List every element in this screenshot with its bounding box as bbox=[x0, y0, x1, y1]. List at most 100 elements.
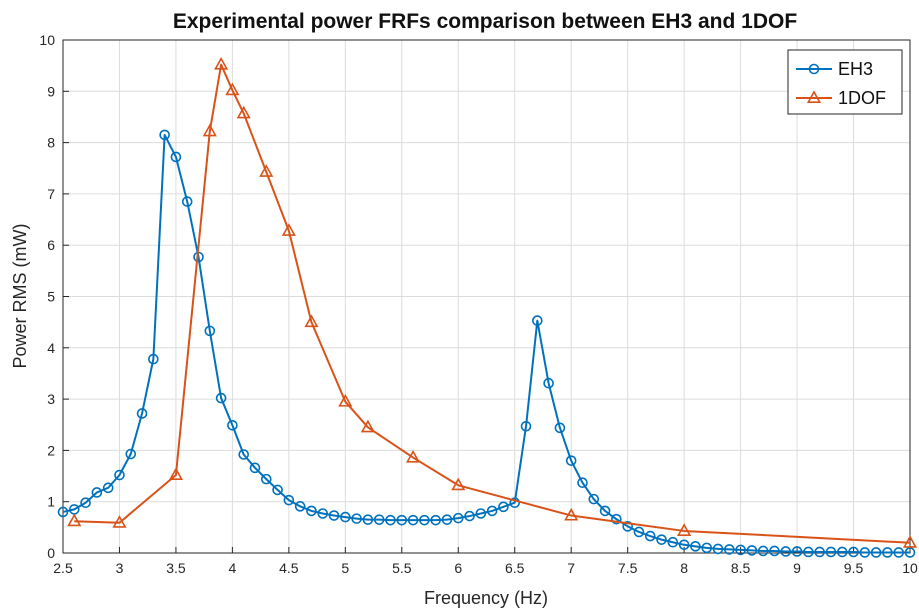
series-layer bbox=[57, 56, 918, 558]
series-eh3-point bbox=[260, 473, 272, 485]
series-1dof-point bbox=[406, 449, 421, 463]
series-eh3-point bbox=[870, 547, 882, 558]
series-eh3-point bbox=[148, 353, 159, 365]
series-eh3-point bbox=[690, 541, 701, 552]
series-eh3-point bbox=[272, 484, 283, 496]
series-eh3-point bbox=[757, 545, 769, 557]
series-1dof-point bbox=[214, 56, 229, 70]
y-tick-label: 7 bbox=[47, 186, 55, 202]
y-tick-label: 10 bbox=[39, 32, 55, 48]
x-tick-label: 8.5 bbox=[731, 560, 751, 576]
series-eh3-point bbox=[498, 501, 509, 513]
y-tick-label: 4 bbox=[47, 340, 55, 356]
chart-title: Experimental power FRFs comparison betwe… bbox=[173, 10, 797, 33]
series-eh3-point bbox=[780, 546, 792, 557]
series-eh3-point bbox=[565, 455, 577, 466]
series-eh3-point bbox=[712, 543, 724, 555]
series-1dof-point bbox=[902, 535, 918, 548]
series-eh3-point bbox=[464, 510, 475, 522]
series-eh3-point bbox=[385, 514, 396, 526]
series-1dof-point bbox=[168, 467, 183, 481]
series-eh3-point bbox=[452, 512, 464, 524]
series-1dof bbox=[67, 56, 918, 548]
x-tick-label: 6 bbox=[454, 560, 462, 576]
series-eh3-point bbox=[588, 493, 600, 505]
series-1dof-point bbox=[112, 515, 127, 528]
series-eh3-point bbox=[294, 501, 306, 512]
x-tick-label: 5.5 bbox=[392, 560, 412, 576]
series-eh3-point bbox=[656, 534, 667, 545]
series-eh3-point bbox=[215, 392, 227, 404]
legend-1dof-label: 1DOF bbox=[838, 88, 886, 108]
series-eh3-point bbox=[791, 546, 803, 557]
series-eh3-point bbox=[125, 448, 137, 460]
legend: EH3 1DOF bbox=[787, 49, 903, 115]
series-eh3-point bbox=[204, 325, 216, 337]
series-eh3-point bbox=[667, 536, 679, 548]
y-axis-ticks: 0 1 2 3 4 5 6 7 8 9 10 bbox=[39, 32, 69, 561]
series-eh3-point bbox=[678, 539, 690, 551]
series-eh3-point bbox=[633, 526, 645, 538]
x-tick-label: 8 bbox=[680, 560, 688, 576]
series-eh3-point bbox=[882, 547, 893, 558]
x-axis-label: Frequency (Hz) bbox=[424, 588, 548, 608]
series-eh3-point bbox=[769, 545, 780, 557]
x-tick-label: 7 bbox=[567, 560, 575, 576]
series-eh3-point bbox=[238, 449, 249, 460]
series-eh3-point bbox=[735, 544, 746, 556]
series-1dof-point bbox=[451, 477, 466, 491]
series-eh3-point bbox=[724, 544, 735, 555]
series-1dof-point bbox=[202, 123, 217, 137]
y-axis-label: Power RMS (mW) bbox=[10, 224, 30, 369]
series-eh3-point bbox=[362, 514, 374, 525]
series-1dof-point bbox=[564, 507, 579, 521]
series-eh3-point bbox=[373, 514, 385, 525]
series-eh3-point bbox=[599, 505, 611, 517]
series-eh3-point bbox=[554, 422, 566, 434]
series-eh3-point bbox=[407, 514, 419, 526]
series-eh3-point bbox=[159, 129, 170, 141]
series-1dof-point bbox=[225, 82, 240, 96]
series-1dof-point bbox=[67, 513, 82, 527]
x-tick-label: 4.5 bbox=[279, 560, 299, 576]
series-eh3-point bbox=[814, 546, 825, 558]
x-tick-label: 4 bbox=[229, 560, 237, 576]
series-eh3-point bbox=[859, 547, 871, 558]
series-eh3-point bbox=[227, 419, 238, 431]
series-eh3-point bbox=[509, 497, 521, 509]
series-eh3 bbox=[57, 129, 916, 558]
legend-1dof-marker bbox=[806, 90, 822, 103]
series-eh3-point bbox=[340, 511, 351, 523]
legend-eh3-label: EH3 bbox=[838, 59, 873, 79]
x-tick-label: 7.5 bbox=[618, 560, 638, 576]
series-eh3-point bbox=[102, 482, 114, 494]
series-eh3-point bbox=[170, 151, 182, 163]
series-eh3-point bbox=[91, 487, 103, 498]
series-eh3-point bbox=[475, 508, 487, 519]
x-tick-label: 3 bbox=[116, 560, 124, 576]
series-1dof-point bbox=[259, 164, 274, 177]
series-1dof-point bbox=[281, 223, 296, 236]
series-eh3-point bbox=[848, 546, 859, 558]
y-tick-label: 2 bbox=[47, 442, 55, 458]
series-eh3-point bbox=[80, 497, 91, 509]
series-eh3-point bbox=[419, 514, 430, 526]
series-eh3-point bbox=[644, 530, 656, 542]
x-tick-label: 10 bbox=[902, 560, 918, 576]
series-eh3-point bbox=[577, 477, 588, 489]
series-1dof-point bbox=[236, 105, 251, 119]
x-axis-ticks: 2.5 3 3.5 4 4.5 5 5.5 6 6.5 7 7.5 8 8.5 9 9.5 10 bbox=[53, 547, 918, 576]
series-1dof-line bbox=[74, 63, 911, 544]
x-tick-label: 9.5 bbox=[844, 560, 864, 576]
series-eh3-point bbox=[181, 196, 193, 207]
series-eh3-point bbox=[306, 505, 317, 517]
series-eh3-line bbox=[62, 133, 910, 554]
series-1dof-point bbox=[338, 394, 353, 407]
series-eh3-point bbox=[520, 420, 532, 432]
series-eh3-point bbox=[803, 546, 814, 558]
series-eh3-point bbox=[430, 514, 441, 526]
x-tick-label: 6.5 bbox=[505, 560, 525, 576]
series-eh3-point bbox=[317, 508, 329, 519]
series-eh3-point bbox=[825, 546, 837, 558]
y-tick-label: 6 bbox=[47, 237, 55, 253]
